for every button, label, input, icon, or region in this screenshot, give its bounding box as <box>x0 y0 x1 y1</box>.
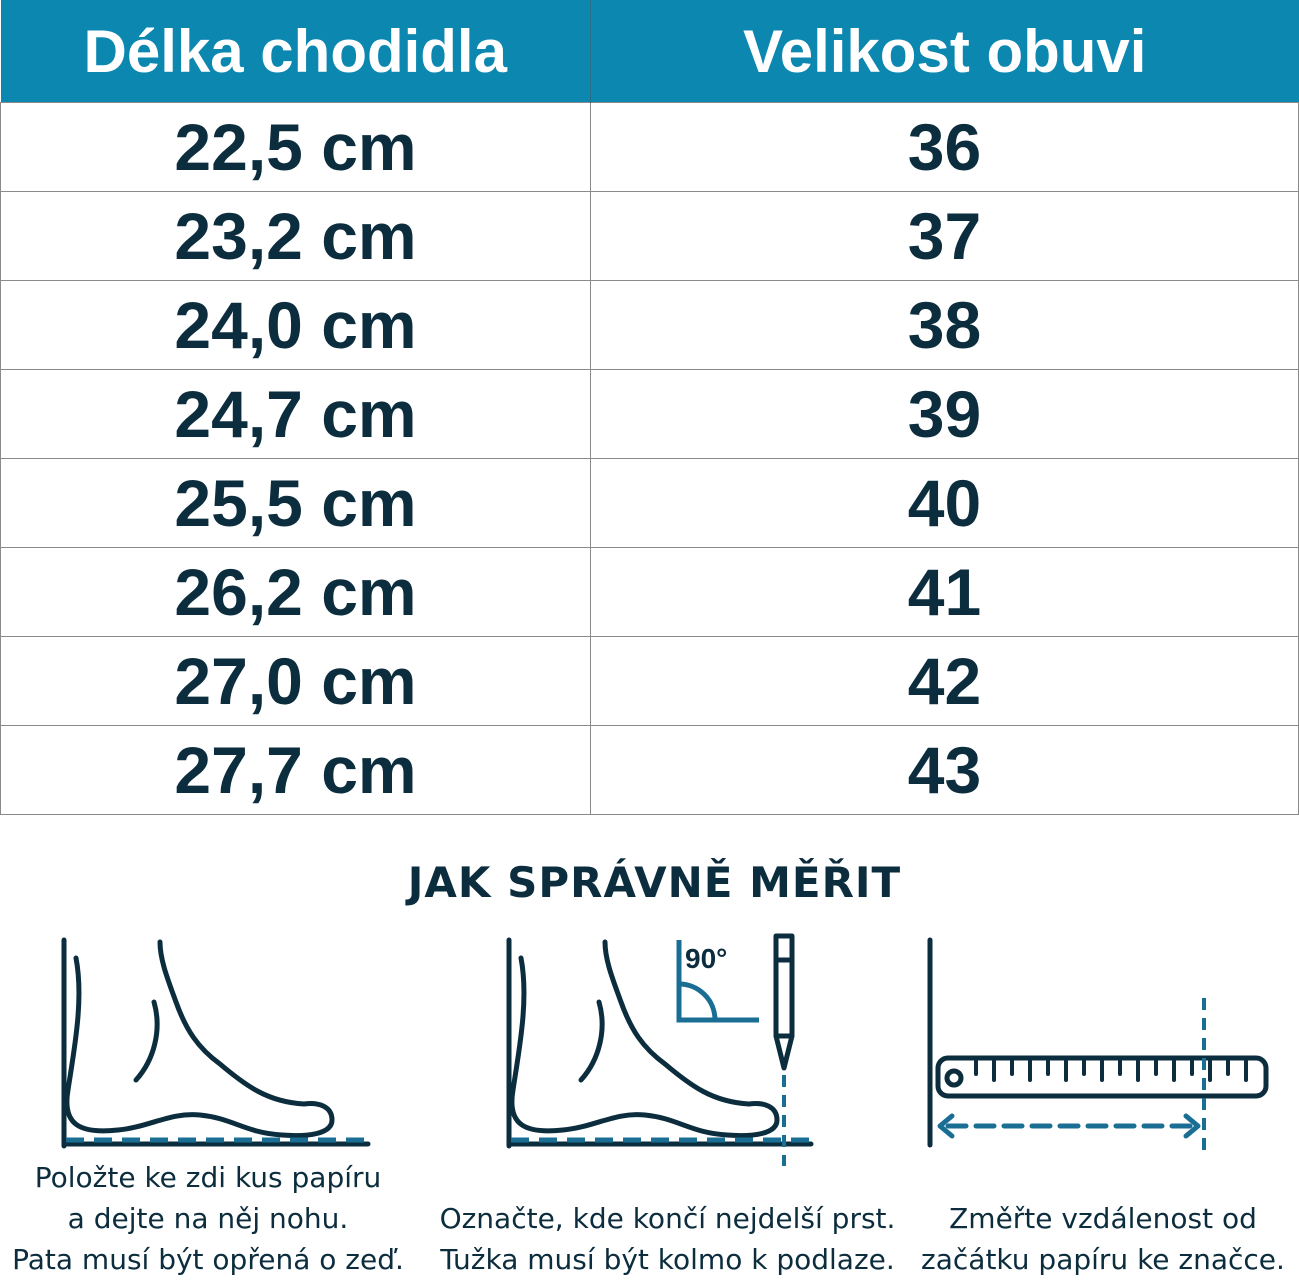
foot-length-cell: 23,2 cm <box>0 191 591 281</box>
shoe-size-cell: 42 <box>590 636 1299 726</box>
caption-line: Změřte vzdálenost od <box>949 1202 1257 1235</box>
table-row: 26,2 cm 41 <box>0 547 1299 637</box>
caption-line: Označte, kde končí nejdelší prst. <box>439 1202 896 1235</box>
caption-line: a dejte na něj nohu. <box>67 1202 349 1235</box>
shoe-size-cell: 40 <box>590 458 1299 548</box>
foot-against-wall-icon <box>61 937 371 1149</box>
caption-line: Tužka musí být kolmo k podlaze. <box>440 1243 895 1276</box>
caption-line: Položte ke zdi kus papíru <box>34 1161 382 1194</box>
caption-line: začátku papíru ke značce. <box>921 1243 1285 1276</box>
shoe-size-cell: 37 <box>590 191 1299 281</box>
table-row: 27,0 cm 42 <box>0 636 1299 726</box>
table-row: 24,0 cm 38 <box>0 280 1299 370</box>
foot-length-cell: 22,5 cm <box>0 102 591 192</box>
shoe-size-cell: 39 <box>590 369 1299 459</box>
shoe-size-cell: 38 <box>590 280 1299 370</box>
how-to-measure-title: JAK SPRÁVNĚ MĚŘIT <box>407 858 902 907</box>
shoe-size-cell: 41 <box>590 547 1299 637</box>
table-row: 22,5 cm 36 <box>0 102 1299 192</box>
shoe-size-cell: 43 <box>590 725 1299 815</box>
foot-length-cell: 25,5 cm <box>0 458 591 548</box>
foot-length-cell: 27,0 cm <box>0 636 591 726</box>
foot-length-cell: 27,7 cm <box>0 725 591 815</box>
size-chart-table: Délka chodidla Velikost obuvi 22,5 cm 36… <box>0 0 1299 815</box>
table-row: 27,7 cm 43 <box>0 725 1299 815</box>
ruler-measure-icon <box>927 937 1269 1150</box>
table-row: 25,5 cm 40 <box>0 458 1299 548</box>
caption-line: Pata musí být opřená o zeď. <box>12 1243 404 1276</box>
foot-pencil-mark-icon: 90° <box>506 933 814 1166</box>
table-row: 24,7 cm 39 <box>0 369 1299 459</box>
step-2-caption: Označte, kde končí nejdelší prst. Tužka … <box>425 1198 910 1280</box>
foot-length-cell: 26,2 cm <box>0 547 591 637</box>
table-header-row: Délka chodidla Velikost obuvi <box>0 0 1299 103</box>
header-foot-length: Délka chodidla <box>0 0 591 103</box>
angle-90-label: 90° <box>685 943 727 974</box>
header-shoe-size: Velikost obuvi <box>590 0 1299 103</box>
step-3-caption: Změřte vzdálenost od začátku papíru ke z… <box>908 1198 1298 1280</box>
foot-length-cell: 24,0 cm <box>0 280 591 370</box>
table-row: 23,2 cm 37 <box>0 191 1299 281</box>
foot-length-cell: 24,7 cm <box>0 369 591 459</box>
shoe-size-cell: 36 <box>590 102 1299 192</box>
step-1-caption: Položte ke zdi kus papíru a dejte na něj… <box>0 1157 418 1280</box>
